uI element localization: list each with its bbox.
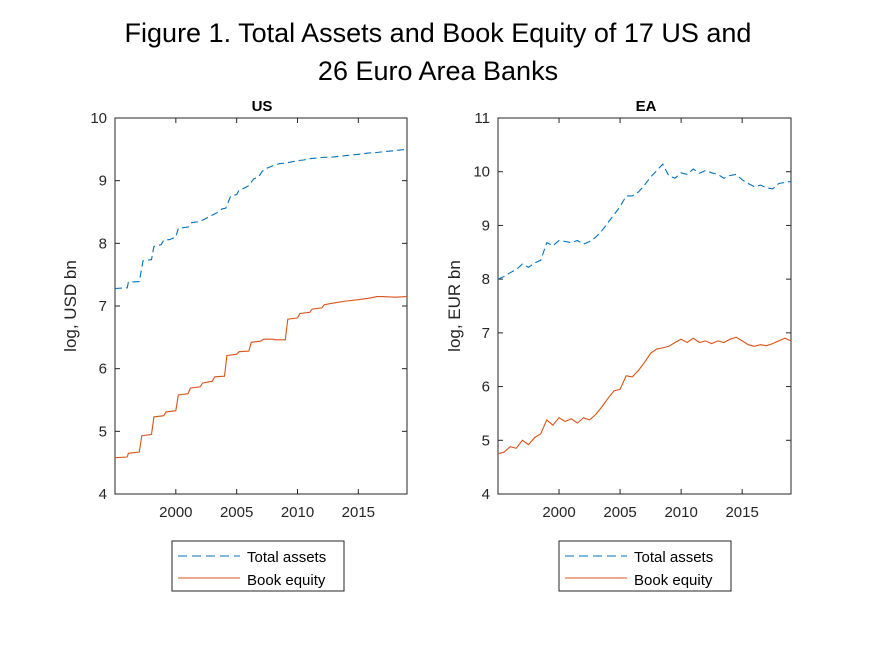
figure-title-line-2: 26 Euro Area Banks bbox=[318, 56, 558, 86]
ea-y-tick-label: 4 bbox=[482, 486, 490, 503]
ea-panel-title: EA bbox=[636, 98, 657, 115]
ea-y-tick-label: 5 bbox=[482, 432, 490, 449]
us-y-tick-label: 4 bbox=[99, 486, 107, 503]
ea-legend: Total assets Book equity bbox=[558, 540, 732, 592]
us-series-book-equity-line bbox=[114, 296, 408, 459]
ea-legend-box bbox=[558, 540, 732, 592]
ea-y-tick-label: 8 bbox=[482, 271, 490, 288]
ea-x-tick-label: 2005 bbox=[603, 504, 636, 521]
ea-y-tick-label: 9 bbox=[482, 217, 490, 234]
us-y-tick-label: 7 bbox=[99, 298, 107, 315]
us-legend-box bbox=[171, 540, 345, 592]
us-legend-equity-label: Book equity bbox=[247, 572, 326, 589]
ea-panel: EA log, EUR bn Total assets Book equity … bbox=[445, 98, 792, 592]
ea-legend-equity-label: Book equity bbox=[634, 572, 713, 589]
ea-y-tick-label: 10 bbox=[473, 164, 490, 181]
ea-x-tick-label: 2015 bbox=[725, 504, 758, 521]
us-x-tick-label: 2015 bbox=[342, 504, 375, 521]
us-series-total-assets-line bbox=[114, 148, 408, 290]
us-panel-title: US bbox=[252, 98, 273, 115]
us-panel: US log, USD bn Total assets Book equity … bbox=[61, 98, 408, 592]
ea-y-axis-label: log, EUR bn bbox=[445, 260, 464, 352]
us-x-tick-label: 2000 bbox=[159, 504, 192, 521]
ea-legend-assets-label: Total assets bbox=[634, 549, 713, 566]
ea-series-total-assets-line bbox=[497, 163, 792, 280]
us-x-tick-label: 2005 bbox=[220, 504, 253, 521]
us-x-tick-label: 2010 bbox=[281, 504, 314, 521]
us-legend: Total assets Book equity bbox=[171, 540, 345, 592]
ea-series-book-equity-line bbox=[497, 336, 792, 455]
us-y-tick-label: 10 bbox=[90, 110, 107, 127]
us-y-axis-label: log, USD bn bbox=[61, 260, 80, 352]
ea-y-tick-label: 6 bbox=[482, 379, 490, 396]
us-y-tick-label: 8 bbox=[99, 235, 107, 252]
us-legend-assets-label: Total assets bbox=[247, 549, 326, 566]
us-plot-area bbox=[114, 117, 408, 495]
ea-x-tick-label: 2000 bbox=[542, 504, 575, 521]
us-y-tick-label: 6 bbox=[99, 361, 107, 378]
ea-x-tick-label: 2010 bbox=[664, 504, 697, 521]
us-y-tick-label: 9 bbox=[99, 173, 107, 190]
ea-y-tick-label: 7 bbox=[482, 325, 490, 342]
ea-plot-area bbox=[497, 117, 792, 495]
ea-y-tick-label: 11 bbox=[474, 110, 490, 127]
figure-title-line-1: Figure 1. Total Assets and Book Equity o… bbox=[125, 18, 752, 48]
us-y-tick-label: 5 bbox=[99, 423, 107, 440]
